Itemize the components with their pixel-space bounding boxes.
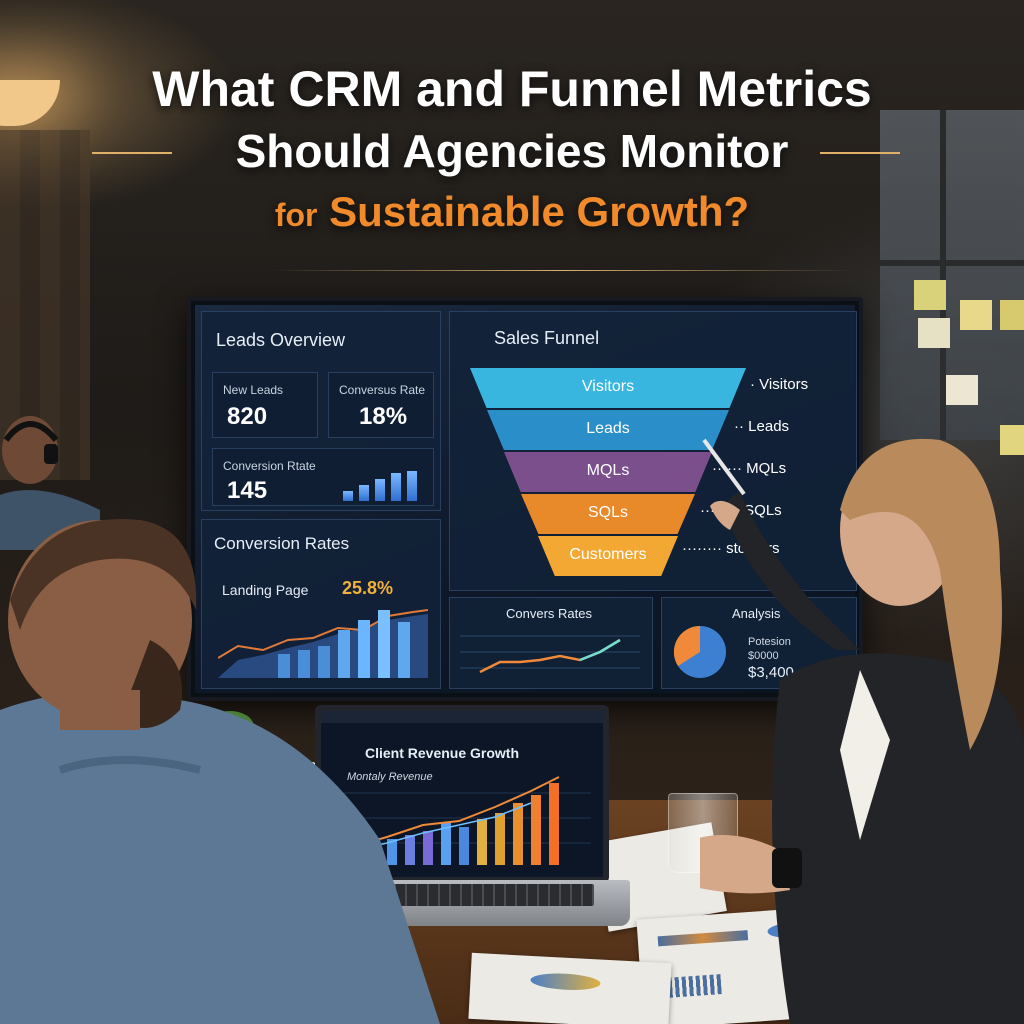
funnel-side-label: · Visitors [750, 376, 809, 393]
kpi-value: 18% [359, 403, 408, 430]
kpi-value: 145 [227, 477, 268, 504]
woman-presenter [700, 438, 1024, 1024]
funnel-stage-visitors: Visitors [470, 368, 746, 408]
printed-report [468, 952, 672, 1024]
leads-overview-title: Leads Overview [216, 330, 346, 350]
headline-rule-right [820, 152, 900, 154]
analysis-pie-chart [673, 625, 726, 678]
conversion-rates-panel: Conversion Rates Landing Page 25.8% [201, 519, 441, 689]
sticky-note [1000, 300, 1024, 330]
man-foreground [0, 519, 440, 1024]
laptop-chart-title: Client Revenue Growth [365, 745, 520, 761]
headline-line2: Should Agencies Monitor [235, 125, 789, 177]
convers-rates-title: Convers Rates [506, 606, 592, 621]
funnel-side-label: ·· Leads [734, 418, 790, 435]
sticky-note [1000, 425, 1024, 455]
sales-funnel-title: Sales Funnel [494, 328, 600, 348]
analysis-text2: $0000 [748, 650, 779, 662]
conversion-area-chart [218, 609, 428, 678]
sticky-note [914, 280, 946, 310]
headline-divider [270, 270, 854, 271]
mini-bar-chart [343, 467, 423, 501]
headline-line3-prefix: for [274, 197, 318, 233]
funnel-stage-mqls: MQLs [504, 452, 712, 492]
laptop-chart-subtitle: Montaly Revenue [347, 771, 433, 783]
headline: What CRM and Funnel Metrics Should Agenc… [0, 58, 1024, 271]
analysis-title: Analysis [732, 606, 781, 621]
headline-line3: for Sustainable Growth? [0, 182, 1024, 245]
analysis-value: $3,400 [748, 664, 794, 681]
convers-line-chart [460, 635, 640, 674]
convers-rates-panel: Convers Rates [449, 597, 653, 689]
landing-page-label: Landing Page [222, 582, 309, 598]
kpi-label: Conversus Rate [339, 383, 426, 397]
headline-rule-left [92, 152, 172, 154]
kpi-label: New Leads [223, 383, 284, 397]
conversion-rates-title: Conversion Rates [214, 534, 350, 553]
kpi-conversus-rate: Conversus Rate 18% [328, 372, 434, 438]
headline-line1: What CRM and Funnel Metrics [152, 61, 872, 117]
kpi-conversion-rate: Conversion Rtate 145 [212, 448, 434, 506]
kpi-value: 820 [227, 403, 268, 430]
sticky-note [960, 300, 992, 330]
landing-page-value: 25.8% [342, 578, 394, 598]
headline-line3-rest: Sustainable Growth? [329, 188, 750, 235]
funnel-stage-customers: Customers [538, 536, 678, 576]
sticky-note [946, 375, 978, 405]
kpi-new-leads: New Leads 820 [212, 372, 318, 438]
sticky-note [918, 318, 950, 348]
leads-overview-panel: Leads Overview New Leads 820 Conversus R… [201, 311, 441, 511]
funnel-stage-leads: Leads [487, 410, 729, 450]
analysis-text1: Potesion [748, 636, 791, 648]
funnel-stage-sqls: SQLs [521, 494, 695, 534]
kpi-label: Conversion Rtate [223, 459, 316, 473]
